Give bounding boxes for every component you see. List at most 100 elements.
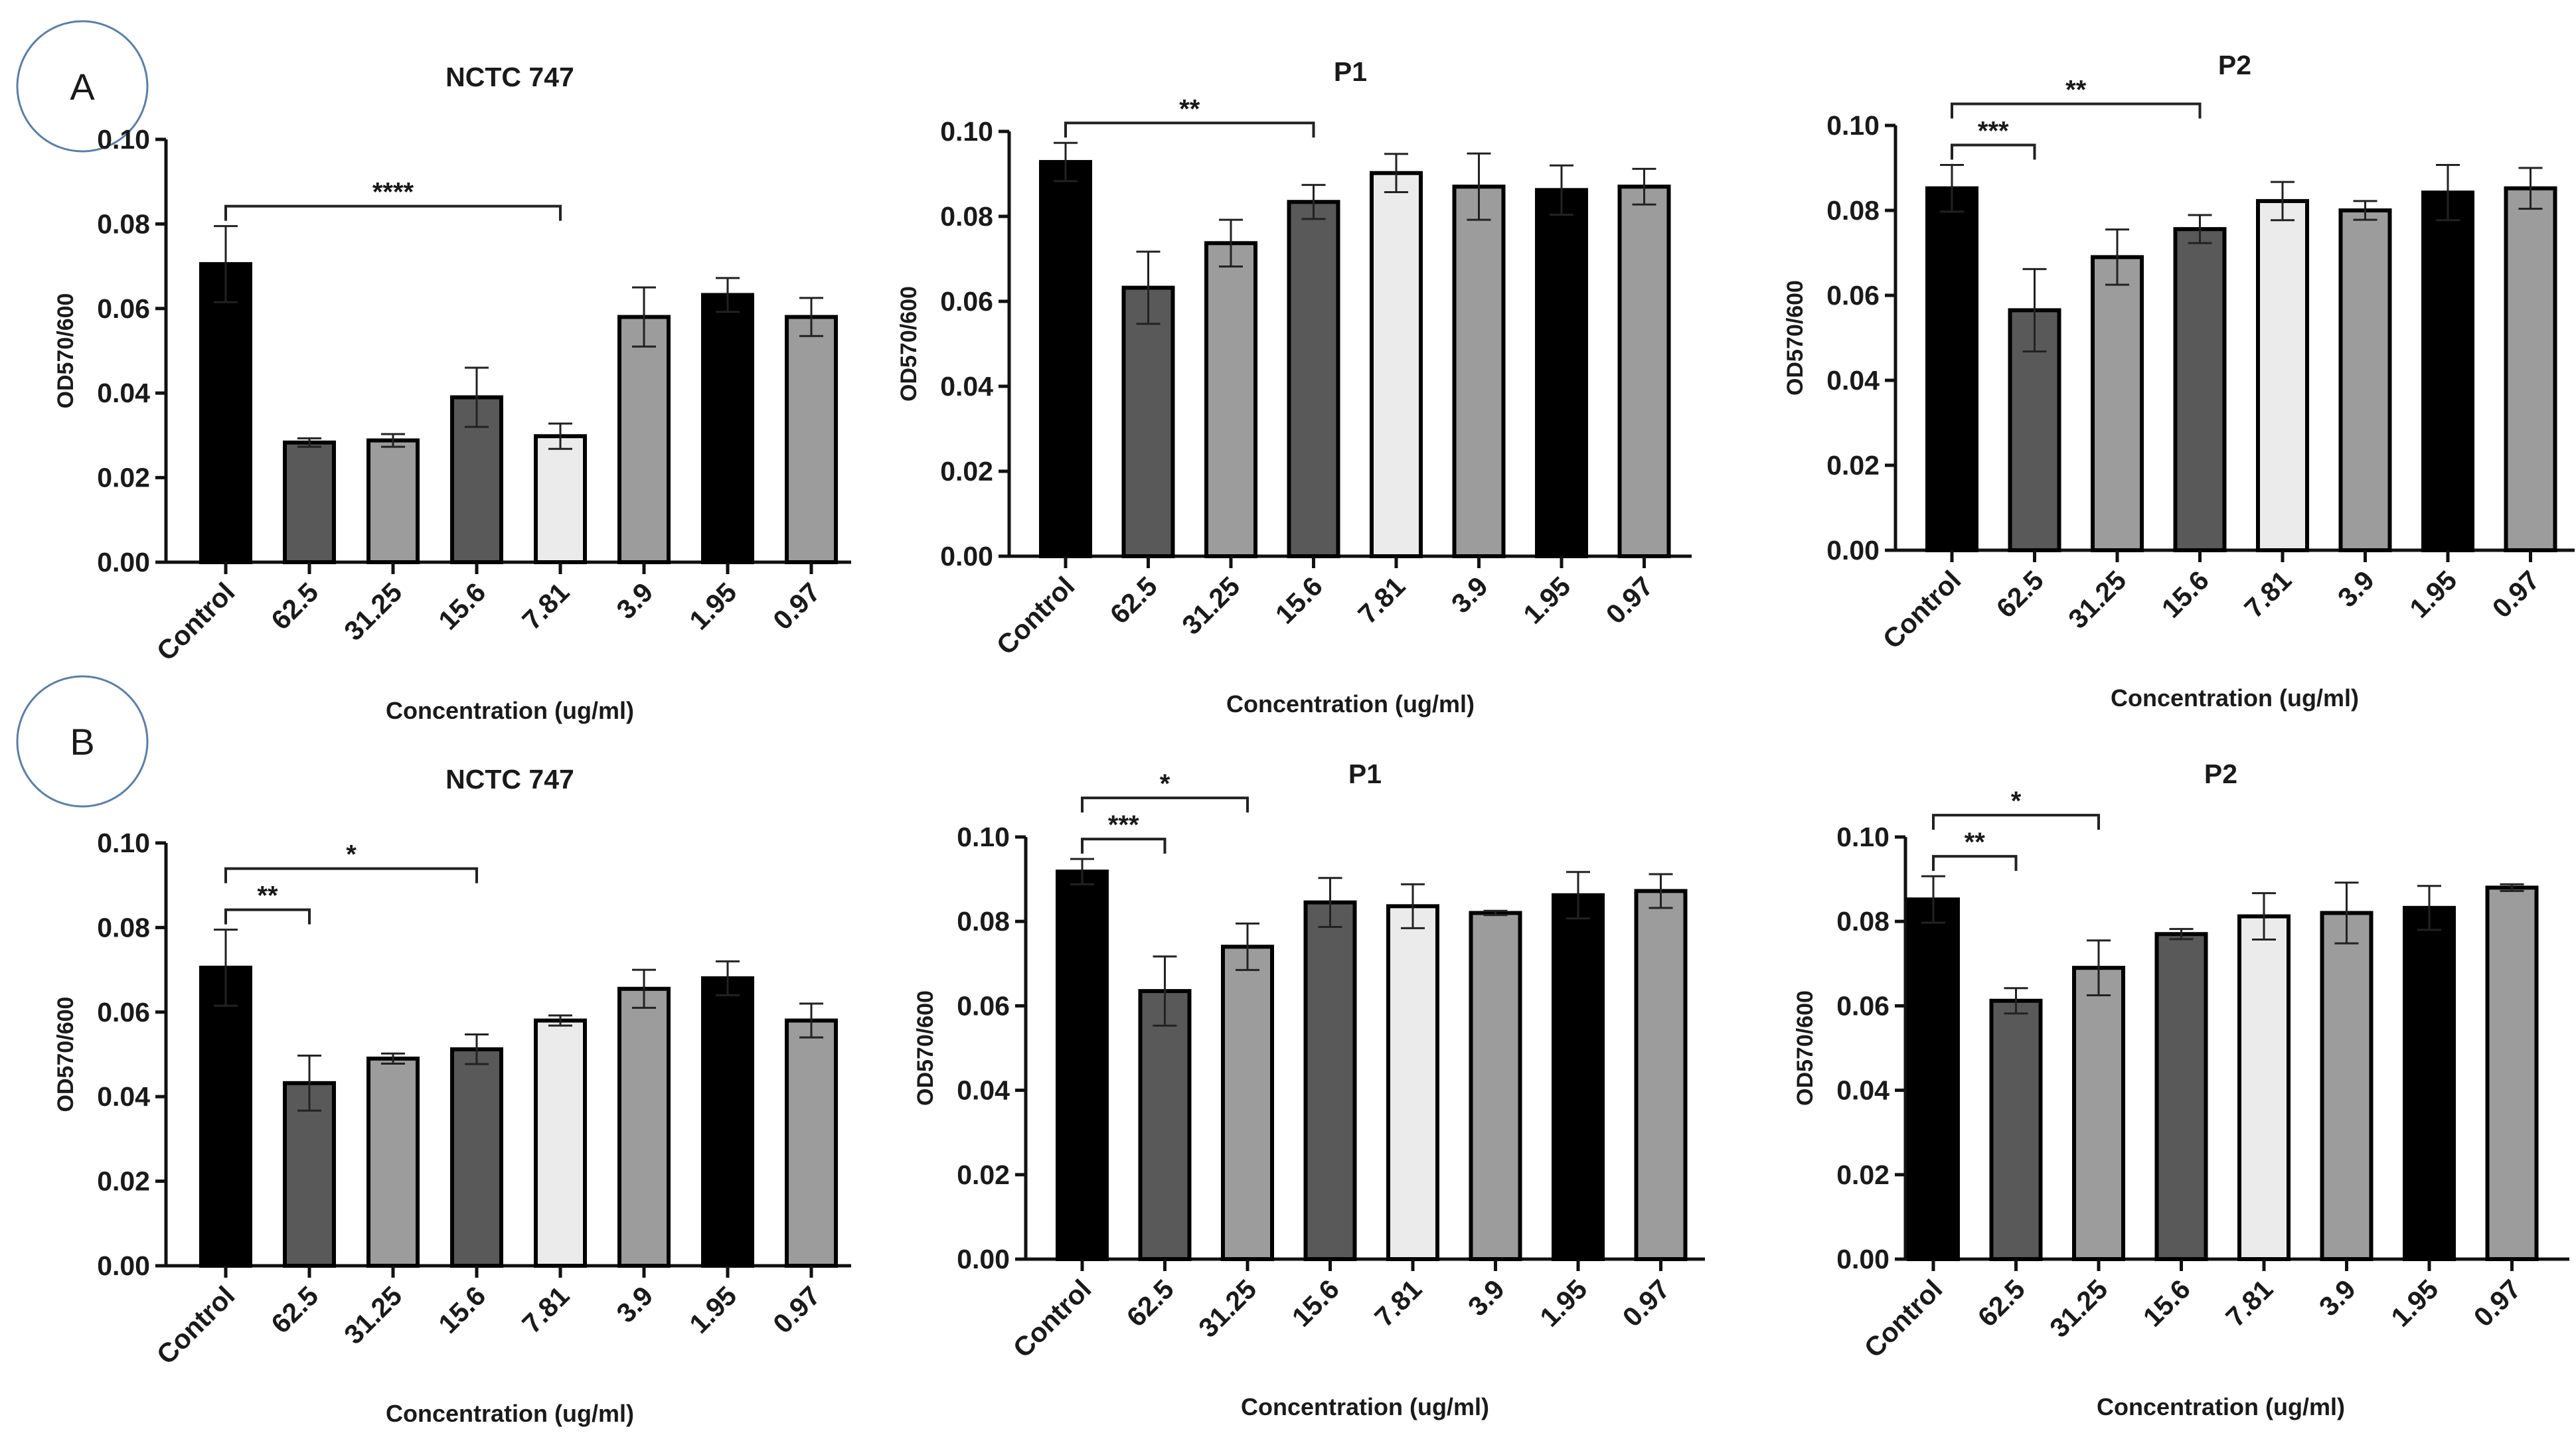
significance-label: ** bbox=[1179, 94, 1200, 123]
x-tick-label: 0.97 bbox=[2468, 1274, 2527, 1333]
x-tick-label: 62.5 bbox=[265, 577, 324, 636]
panel-label-a-group: A bbox=[16, 20, 149, 153]
y-tick-label: 0.10 bbox=[97, 828, 150, 858]
x-tick-label: 62.5 bbox=[1990, 565, 2050, 624]
y-tick-label: 0.06 bbox=[97, 293, 150, 324]
x-tick-label: 0.97 bbox=[2486, 565, 2545, 624]
chart-title: P2 bbox=[2204, 759, 2237, 789]
bar-1-95 bbox=[2421, 190, 2474, 552]
y-tick-label: 0.02 bbox=[97, 463, 150, 493]
y-tick-label: 0.04 bbox=[97, 378, 150, 408]
significance-label: *** bbox=[1978, 117, 2009, 146]
y-tick-label: 0.10 bbox=[940, 116, 993, 147]
bar-3-9 bbox=[1452, 185, 1506, 558]
x-tick-label: 7.81 bbox=[1368, 1274, 1427, 1333]
chart-title: P1 bbox=[1348, 759, 1382, 789]
x-tick-label: 3.9 bbox=[1445, 571, 1494, 619]
x-tick-label: 31.25 bbox=[2062, 565, 2132, 635]
bar-31-25 bbox=[1221, 945, 1274, 1261]
y-tick-label: 0.08 bbox=[940, 201, 993, 232]
significance-label: ** bbox=[2065, 76, 2087, 105]
significance-bracket bbox=[1064, 121, 1315, 138]
x-tick-label: 7.81 bbox=[2238, 565, 2297, 624]
bar-control bbox=[199, 262, 252, 564]
bar-7-81 bbox=[1386, 904, 1439, 1261]
y-axis-label: OD570/600 bbox=[1783, 280, 1808, 396]
significance-label: * bbox=[346, 840, 357, 870]
x-tick-label: 3.9 bbox=[611, 1280, 659, 1329]
y-tick-label: 0.06 bbox=[97, 997, 150, 1027]
bar-0-97 bbox=[2485, 885, 2539, 1261]
bar-7-81 bbox=[2237, 914, 2291, 1261]
chart-title: P2 bbox=[2218, 50, 2251, 80]
y-tick-label: 0.02 bbox=[1826, 450, 1880, 481]
significance-label: ** bbox=[257, 881, 278, 911]
x-tick-label: 1.95 bbox=[2385, 1274, 2444, 1333]
x-tick-label: 3.9 bbox=[2313, 1274, 2362, 1322]
y-tick-label: 0.02 bbox=[1836, 1160, 1890, 1190]
bar-1-95 bbox=[701, 976, 754, 1268]
y-tick-label: 0.08 bbox=[97, 912, 150, 943]
significance-bracket bbox=[1081, 838, 1167, 854]
bar-0-97 bbox=[785, 315, 838, 564]
significance-label: * bbox=[1160, 769, 1170, 798]
x-tick-label: 1.95 bbox=[683, 1280, 742, 1339]
x-axis-label: Concentration (ug/ml) bbox=[386, 697, 634, 724]
y-tick-label: 0.06 bbox=[940, 286, 993, 317]
y-tick-label: 0.00 bbox=[1826, 535, 1880, 566]
y-tick-label: 0.10 bbox=[1826, 110, 1880, 141]
bar-15-6 bbox=[2173, 227, 2227, 552]
bar-1-95 bbox=[1552, 893, 1605, 1261]
x-axis-label: Concentration (ug/ml) bbox=[1241, 1393, 1489, 1420]
y-axis-label: OD570/600 bbox=[913, 990, 938, 1106]
bar-31-25 bbox=[2091, 255, 2144, 552]
bar-7-81 bbox=[1370, 171, 1423, 559]
bar-control bbox=[1907, 897, 1960, 1262]
y-tick-label: 0.04 bbox=[940, 371, 993, 402]
significance-bracket bbox=[224, 204, 562, 221]
panel-label-a: A bbox=[70, 66, 95, 108]
chart-title: P1 bbox=[1334, 56, 1367, 87]
y-tick-label: 0.04 bbox=[97, 1081, 150, 1112]
y-tick-label: 0.10 bbox=[957, 822, 1010, 852]
x-tick-label: 3.9 bbox=[2332, 565, 2380, 613]
y-tick-label: 0.08 bbox=[1836, 906, 1890, 937]
x-tick-label: 31.25 bbox=[338, 1280, 408, 1350]
y-axis-label: OD570/600 bbox=[53, 997, 78, 1112]
x-axis-label: Concentration (ug/ml) bbox=[2097, 1393, 2345, 1420]
panel-label-a-circle bbox=[16, 20, 149, 153]
x-tick-label: Control bbox=[991, 571, 1081, 661]
x-tick-label: 1.95 bbox=[683, 577, 742, 636]
y-tick-label: 0.04 bbox=[1836, 1075, 1890, 1106]
y-tick-label: 0.08 bbox=[97, 208, 150, 239]
x-tick-label: 31.25 bbox=[2044, 1274, 2113, 1343]
bar-0-97 bbox=[785, 1018, 838, 1268]
x-tick-label: 15.6 bbox=[1269, 571, 1328, 630]
y-tick-label: 0.08 bbox=[957, 906, 1010, 937]
y-tick-label: 0.06 bbox=[1826, 280, 1880, 311]
significance-label: **** bbox=[372, 178, 414, 207]
bar-control bbox=[1925, 186, 1978, 553]
chart-panel-a-1: NCTC 747 0.00 0.02 0.04 0.06 0.08 0.10 OD570/60… bbox=[53, 62, 851, 724]
x-tick-label: 7.81 bbox=[1352, 571, 1411, 630]
x-tick-label: 15.6 bbox=[1286, 1274, 1345, 1333]
x-tick-label: Control bbox=[1877, 565, 1967, 655]
bar-3-9 bbox=[1469, 911, 1522, 1261]
bar-control bbox=[1039, 160, 1092, 558]
chart-panel-b-2: P1 0.00 0.02 0.04 0.06 0.08 0.10 OD570/600 Contr… bbox=[913, 759, 1705, 1420]
panel-label-b-group: B bbox=[16, 675, 149, 808]
x-tick-label: 0.97 bbox=[1600, 571, 1659, 630]
bar-1-95 bbox=[701, 293, 754, 564]
x-tick-label: 15.6 bbox=[2137, 1274, 2196, 1333]
chart-panel-b-3: P2 0.00 0.02 0.04 0.06 0.08 0.10 OD570/600 Contr… bbox=[1793, 759, 2569, 1420]
x-axis-label: Concentration (ug/ml) bbox=[1226, 690, 1475, 718]
charts-container: NCTC 747 0.00 0.02 0.04 0.06 0.08 0.10 OD570/60… bbox=[53, 50, 2575, 1427]
y-tick-label: 0.10 bbox=[97, 124, 150, 155]
y-tick-label: 0.06 bbox=[957, 990, 1010, 1021]
x-tick-label: Control bbox=[1007, 1274, 1097, 1364]
significance-label: *** bbox=[1108, 810, 1139, 840]
y-tick-label: 0.10 bbox=[1836, 822, 1890, 852]
bar-62-5 bbox=[1138, 989, 1192, 1261]
y-tick-label: 0.02 bbox=[957, 1160, 1010, 1190]
x-tick-label: 1.95 bbox=[2403, 565, 2462, 624]
